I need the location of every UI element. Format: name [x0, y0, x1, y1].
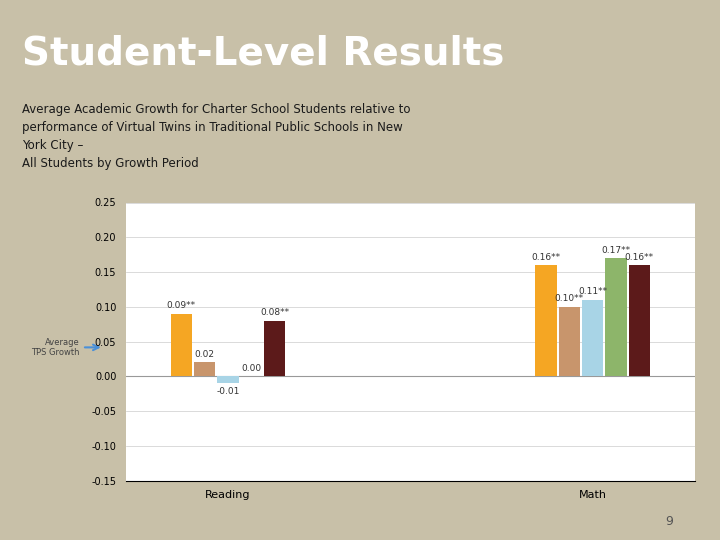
Text: 0.08**: 0.08** — [260, 308, 289, 317]
Text: 0.16**: 0.16** — [531, 253, 561, 261]
Text: Average
TPS Growth: Average TPS Growth — [31, 338, 79, 357]
Text: 0.17**: 0.17** — [601, 246, 631, 255]
Text: 9: 9 — [666, 515, 673, 528]
Text: 0.02: 0.02 — [194, 350, 215, 359]
Text: 0.11**: 0.11** — [578, 287, 607, 296]
Bar — [194, 362, 215, 376]
Bar — [217, 376, 239, 383]
Bar — [606, 258, 627, 376]
Bar — [171, 314, 192, 376]
Bar — [559, 307, 580, 376]
Text: Average Academic Growth for Charter School Students relative to
performance of V: Average Academic Growth for Charter Scho… — [22, 103, 410, 170]
Text: 0.16**: 0.16** — [625, 253, 654, 261]
Legend: 2007, 2008, 2009, 2010, 2011: 2007, 2008, 2009, 2010, 2011 — [269, 462, 555, 481]
Text: 0.10**: 0.10** — [555, 294, 584, 303]
Text: Student-Level Results: Student-Level Results — [22, 35, 504, 72]
Text: 0.09**: 0.09** — [167, 301, 196, 310]
Bar — [264, 321, 286, 376]
Text: -0.01: -0.01 — [217, 387, 240, 396]
Bar — [535, 265, 557, 376]
Bar — [629, 265, 650, 376]
Bar — [582, 300, 603, 376]
Text: 0.00: 0.00 — [241, 364, 261, 373]
